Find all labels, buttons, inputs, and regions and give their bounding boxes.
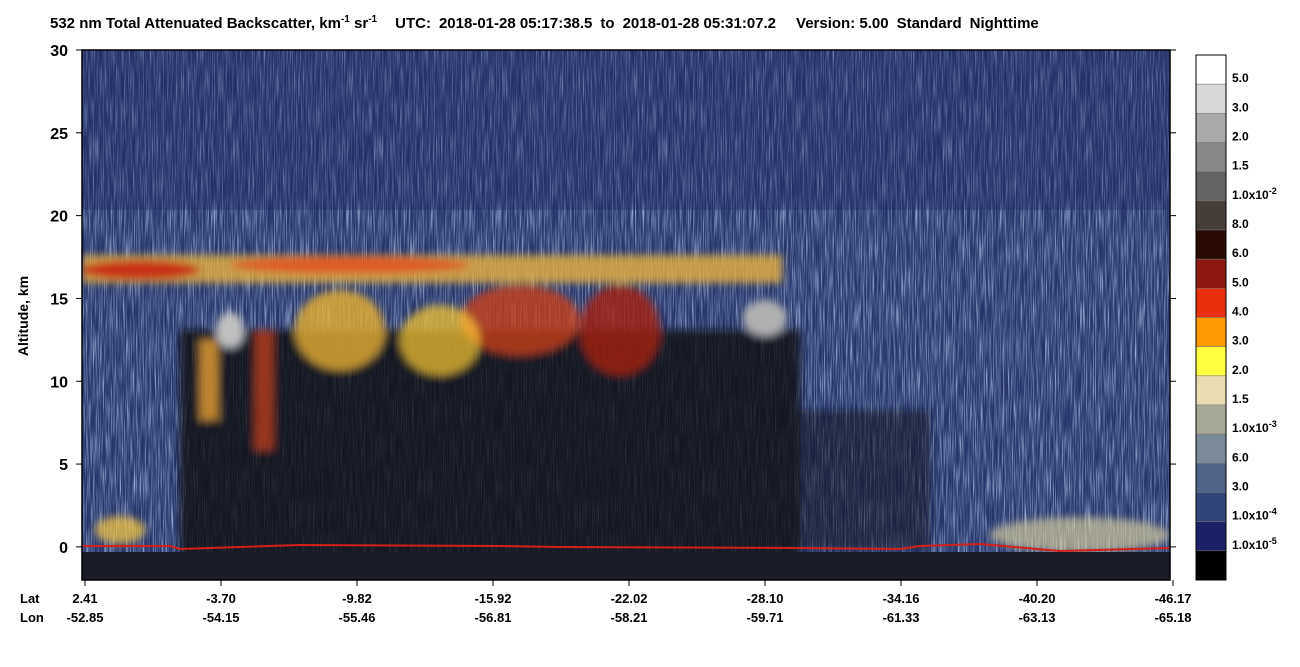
colorbar-label-base: 1.0x10: [1232, 188, 1269, 202]
colorbar-box: [1195, 492, 1227, 522]
colorbar-box: [1195, 200, 1227, 231]
colorbar-label-base: 1.5: [1232, 392, 1249, 406]
colorbar-box: [1195, 288, 1227, 318]
colorbar-label-base: 3.0: [1232, 480, 1249, 494]
x-tick-label: -34.16: [883, 591, 920, 606]
colorbar-box: [1195, 142, 1227, 172]
colorbar-label: 2.0: [1232, 363, 1249, 377]
x-tick-label: -56.81: [475, 610, 512, 625]
colorbar-box: [1195, 346, 1227, 377]
x-tick-label: -58.21: [611, 610, 648, 625]
colorbar-label: 1.0x10-3: [1232, 419, 1277, 435]
colorbar-label: 5.0: [1232, 71, 1249, 85]
colorbar-label: 4.0: [1232, 305, 1249, 319]
x-tick-label: -9.82: [342, 591, 372, 606]
chart-title: 532 nm Total Attenuated Backscatter, km-…: [50, 14, 1039, 32]
backscatter-field: [82, 50, 1170, 580]
colorbar-box: [1195, 550, 1227, 581]
x-tick-label: -52.85: [67, 610, 104, 625]
colorbar-box: [1195, 463, 1227, 493]
colorbar-label-base: 2.0: [1232, 130, 1249, 144]
x-tick-label: 2.41: [72, 591, 97, 606]
x-tick-label: -61.33: [883, 610, 920, 625]
colorbar-box: [1195, 317, 1227, 347]
colorbar-label: 1.5: [1232, 159, 1249, 173]
colorbar-label-base: 8.0: [1232, 217, 1249, 231]
colorbar-label-base: 2.0: [1232, 363, 1249, 377]
colorbar-box: [1195, 433, 1227, 464]
colorbar-box: [1195, 83, 1227, 114]
colorbar-label: 3.0: [1232, 480, 1249, 494]
colorbar-box: [1195, 521, 1227, 552]
plot-frame: [81, 49, 1171, 581]
colorbar-frame: [1195, 54, 1227, 581]
y-tick-label: 10: [50, 374, 68, 391]
colorbar-box: [1195, 171, 1227, 202]
colorbar-label-exp: -2: [1269, 186, 1277, 196]
colorbar-label-base: 4.0: [1232, 305, 1249, 319]
colorbar-label-base: 1.0x10: [1232, 421, 1269, 435]
y-tick-label: 20: [50, 209, 68, 226]
colorbar-box: [1195, 113, 1227, 143]
colorbar-label-exp: -4: [1269, 507, 1277, 517]
colorbar-label-exp: -5: [1269, 536, 1277, 546]
x-row-label: Lat: [20, 591, 40, 606]
y-tick-label: 30: [50, 43, 68, 60]
colorbar-label-base: 5.0: [1232, 275, 1249, 289]
y-tick-label: 25: [50, 126, 68, 143]
colorbar-label-base: 1.0x10: [1232, 538, 1269, 552]
x-tick-label: -46.17: [1155, 591, 1192, 606]
colorbar-label-base: 6.0: [1232, 246, 1249, 260]
colorbar-label-base: 6.0: [1232, 450, 1249, 464]
colorbar-label: 1.5: [1232, 392, 1249, 406]
colorbar-label: 3.0: [1232, 100, 1249, 114]
y-tick-label: 0: [59, 540, 68, 557]
colorbar-label-base: 5.0: [1232, 71, 1249, 85]
x-tick-label: -55.46: [339, 610, 376, 625]
x-row-label: Lon: [20, 610, 44, 625]
x-tick-label: -28.10: [747, 591, 784, 606]
colorbar-label-base: 3.0: [1232, 100, 1249, 114]
x-tick-label: -3.70: [206, 591, 236, 606]
x-tick-label: -63.13: [1019, 610, 1056, 625]
x-tick-label: -59.71: [747, 610, 784, 625]
colorbar-label-base: 3.0: [1232, 334, 1249, 348]
colorbar-box: [1195, 229, 1227, 260]
colorbar-label: 1.0x10-4: [1232, 507, 1277, 523]
x-tick-label: -65.18: [1155, 610, 1192, 625]
colorbar-label: 3.0: [1232, 334, 1249, 348]
colorbar-label: 1.0x10-5: [1232, 536, 1277, 552]
colorbar-label: 6.0: [1232, 246, 1249, 260]
x-tick-label: -15.92: [475, 591, 512, 606]
colorbar-label-base: 1.0x10: [1232, 509, 1269, 523]
y-axis-label: Altitude, km: [15, 276, 31, 356]
colorbar-label: 8.0: [1232, 217, 1249, 231]
colorbar-label-exp: -3: [1269, 419, 1277, 429]
y-tick-label: 5: [59, 457, 68, 474]
colorbar-label: 6.0: [1232, 450, 1249, 464]
colorbar-label-base: 1.5: [1232, 159, 1249, 173]
colorbar-box: [1195, 375, 1227, 406]
x-tick-label: -22.02: [611, 591, 648, 606]
colorbar-label: 1.0x10-2: [1232, 186, 1277, 202]
colorbar-box: [1195, 258, 1227, 289]
colorbar-box: [1195, 404, 1227, 435]
x-tick-label: -40.20: [1019, 591, 1056, 606]
colorbar-label: 2.0: [1232, 130, 1249, 144]
x-tick-label: -54.15: [203, 610, 240, 625]
y-tick-label: 15: [50, 291, 68, 308]
colorbar-label: 5.0: [1232, 275, 1249, 289]
colorbar-box: [1195, 54, 1227, 85]
